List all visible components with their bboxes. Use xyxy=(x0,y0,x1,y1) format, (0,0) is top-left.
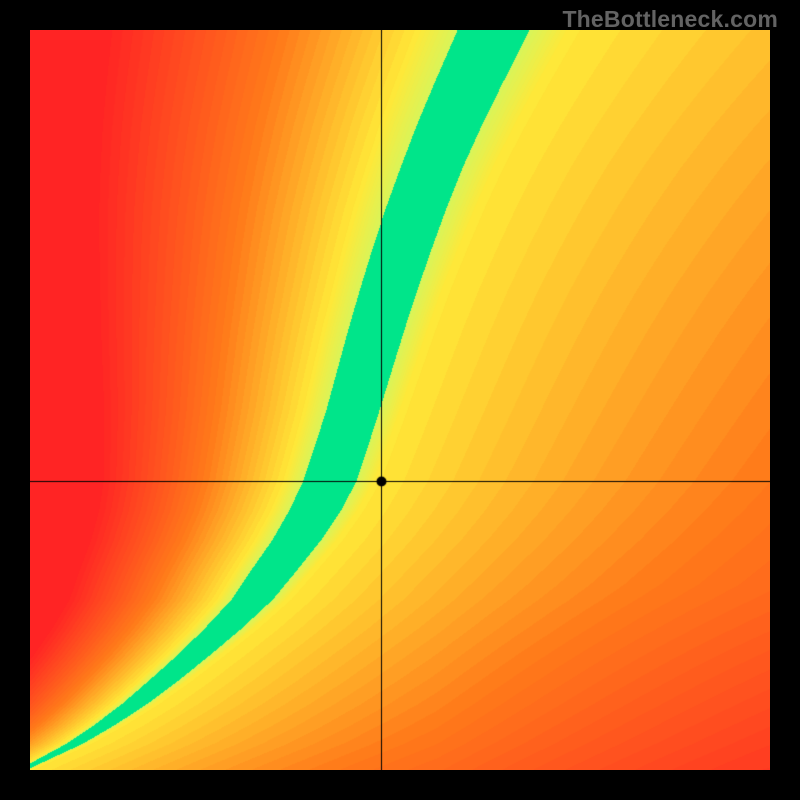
watermark-text: TheBottleneck.com xyxy=(562,6,778,33)
heatmap-chart xyxy=(30,30,770,770)
